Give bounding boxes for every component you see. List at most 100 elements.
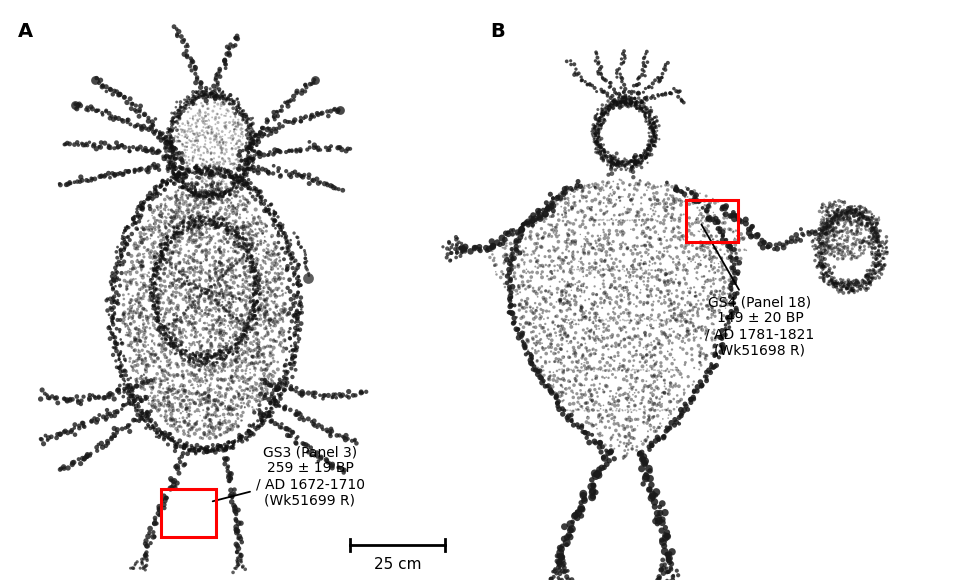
Point bbox=[218, 316, 233, 325]
Point bbox=[487, 261, 502, 270]
Point bbox=[452, 244, 468, 253]
Point bbox=[191, 388, 206, 397]
Point bbox=[590, 125, 606, 135]
Point bbox=[146, 294, 161, 303]
Point bbox=[194, 349, 209, 358]
Point bbox=[307, 420, 323, 430]
Point bbox=[189, 172, 204, 182]
Point bbox=[654, 561, 669, 570]
Point bbox=[529, 245, 544, 254]
Point bbox=[106, 115, 121, 124]
Point bbox=[662, 278, 678, 288]
Point bbox=[165, 287, 180, 296]
Point bbox=[861, 239, 876, 248]
Point bbox=[634, 98, 649, 107]
Point bbox=[159, 178, 175, 187]
Point bbox=[225, 263, 240, 273]
Point bbox=[686, 363, 702, 372]
Point bbox=[165, 216, 180, 225]
Point bbox=[522, 356, 538, 365]
Point bbox=[132, 332, 147, 342]
Point bbox=[230, 156, 246, 165]
Point bbox=[590, 125, 606, 135]
Point bbox=[871, 237, 886, 246]
Point bbox=[644, 212, 660, 221]
Point bbox=[105, 90, 120, 99]
Point bbox=[270, 318, 285, 327]
Point bbox=[273, 172, 288, 181]
Point bbox=[842, 209, 857, 218]
Point bbox=[154, 211, 169, 220]
Point bbox=[548, 328, 564, 338]
Point bbox=[702, 240, 717, 249]
Point bbox=[837, 244, 852, 253]
Point bbox=[239, 202, 254, 211]
Point bbox=[250, 306, 265, 315]
Point bbox=[233, 552, 249, 561]
Point bbox=[118, 367, 133, 376]
Point bbox=[204, 171, 219, 180]
Point bbox=[811, 242, 827, 251]
Point bbox=[222, 311, 237, 320]
Point bbox=[548, 345, 564, 354]
Point bbox=[218, 157, 233, 166]
Point bbox=[604, 98, 619, 107]
Point bbox=[230, 182, 246, 191]
Point bbox=[592, 150, 608, 160]
Point bbox=[870, 271, 885, 281]
Point bbox=[169, 230, 184, 239]
Point bbox=[156, 231, 171, 241]
Point bbox=[241, 159, 256, 168]
Point bbox=[700, 313, 715, 322]
Point bbox=[203, 180, 218, 189]
Point bbox=[597, 108, 612, 117]
Point bbox=[530, 263, 545, 273]
Point bbox=[564, 236, 579, 245]
Point bbox=[267, 368, 282, 378]
Point bbox=[170, 464, 185, 473]
Point bbox=[636, 300, 651, 309]
Point bbox=[171, 170, 186, 179]
Point bbox=[640, 144, 656, 154]
Point bbox=[711, 263, 727, 272]
Point bbox=[291, 169, 306, 179]
Point bbox=[558, 289, 573, 298]
Point bbox=[230, 388, 246, 397]
Point bbox=[185, 265, 201, 274]
Point bbox=[136, 234, 152, 244]
Point bbox=[169, 311, 184, 320]
Point bbox=[262, 209, 277, 219]
Point bbox=[157, 230, 173, 239]
Point bbox=[143, 194, 158, 203]
Point bbox=[213, 248, 228, 257]
Point bbox=[211, 245, 227, 254]
Point bbox=[228, 226, 243, 235]
Point bbox=[164, 290, 180, 299]
Point bbox=[127, 218, 142, 227]
Point bbox=[244, 267, 259, 276]
Point bbox=[540, 206, 556, 215]
Point bbox=[216, 331, 231, 340]
Point bbox=[138, 561, 154, 571]
Point bbox=[73, 101, 88, 110]
Point bbox=[187, 398, 203, 408]
Point bbox=[204, 287, 220, 296]
Point bbox=[558, 206, 573, 216]
Point bbox=[229, 526, 245, 535]
Point bbox=[188, 193, 204, 202]
Point bbox=[246, 137, 261, 146]
Point bbox=[134, 378, 150, 387]
Point bbox=[172, 106, 187, 115]
Point bbox=[629, 160, 644, 169]
Point bbox=[627, 434, 642, 443]
Point bbox=[155, 245, 170, 255]
Point bbox=[822, 227, 837, 236]
Point bbox=[868, 227, 883, 237]
Point bbox=[181, 103, 197, 113]
Point bbox=[151, 293, 166, 302]
Point bbox=[500, 271, 516, 281]
Point bbox=[868, 228, 883, 237]
Point bbox=[644, 132, 660, 142]
Point bbox=[158, 308, 174, 317]
Point bbox=[184, 396, 200, 405]
